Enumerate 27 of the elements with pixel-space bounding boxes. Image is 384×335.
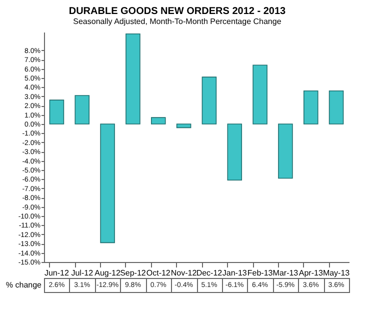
bar xyxy=(303,90,318,124)
x-tick-label: Jan-13 xyxy=(222,268,248,278)
bar xyxy=(74,95,90,124)
chart-title: DURABLE GOODS NEW ORDERS 2012 - 2013 xyxy=(68,6,286,17)
bar xyxy=(126,33,140,124)
x-tick-label: May-13 xyxy=(322,268,350,278)
bar xyxy=(150,117,166,124)
x-tick-label: Oct-12 xyxy=(146,268,171,278)
x-tick-label: Aug-12 xyxy=(94,268,121,278)
x-tick-label: Feb-13 xyxy=(247,268,274,278)
text: % change xyxy=(6,280,42,290)
bar xyxy=(49,100,64,124)
bar xyxy=(227,124,242,181)
bar xyxy=(202,76,217,124)
x-tick-label: Apr-13 xyxy=(298,268,324,278)
x-tick-label: Jul-12 xyxy=(71,268,94,278)
bar xyxy=(278,124,293,179)
x-tick-label: Nov-12 xyxy=(170,268,198,278)
x-tick-label: Mar-13 xyxy=(272,268,299,278)
x-tick-label: Sep-12 xyxy=(120,268,146,278)
bar xyxy=(252,64,268,124)
chart-subtitle: Seasonally Adjusted, Month-To-Month Percentage Change xyxy=(73,17,282,26)
x-tick-label: Dec-12 xyxy=(196,268,223,278)
bar xyxy=(100,124,115,244)
x-tick-label: Jun-12 xyxy=(44,268,70,278)
bar xyxy=(176,124,192,128)
bar xyxy=(328,90,344,124)
